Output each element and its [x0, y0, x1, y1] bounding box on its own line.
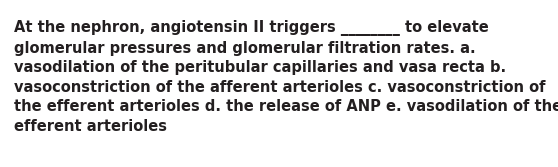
Text: At the nephron, angiotensin II triggers ________ to elevate
glomerular pressures: At the nephron, angiotensin II triggers …: [14, 20, 558, 134]
